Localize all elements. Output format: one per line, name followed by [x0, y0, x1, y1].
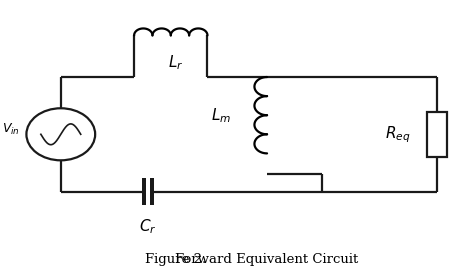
Text: $C_r$: $C_r$ [139, 217, 157, 235]
Text: $L_r$: $L_r$ [168, 53, 183, 72]
Text: Figure 2.: Figure 2. [145, 253, 206, 266]
Bar [427, 112, 447, 157]
Text: $R_{eq}$: $R_{eq}$ [385, 124, 410, 145]
Text: $V_{in}$: $V_{in}$ [1, 122, 19, 137]
Text: Forward Equivalent Circuit: Forward Equivalent Circuit [175, 253, 359, 266]
Circle shape [27, 108, 95, 160]
Text: $L_m$: $L_m$ [211, 106, 231, 124]
